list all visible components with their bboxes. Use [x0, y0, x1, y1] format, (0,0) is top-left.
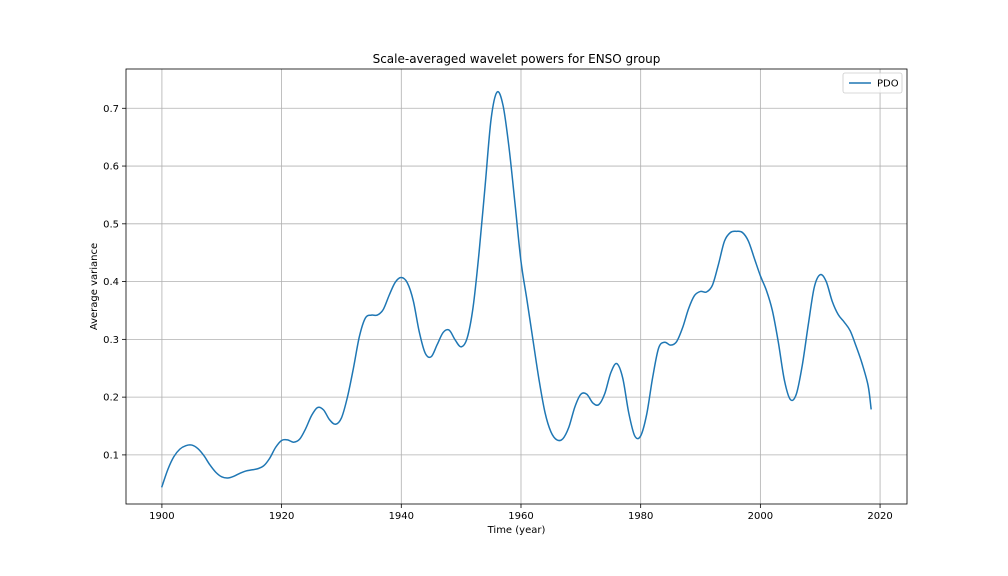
x-tick-label: 1920: [269, 511, 294, 522]
x-axis-ticks: 1900 1920 1940 1960 1980 2000 2020: [149, 504, 893, 522]
series-line-pdo: [160, 90, 872, 488]
y-tick-label: 0.1: [103, 450, 119, 461]
y-tick-label: 0.7: [103, 104, 119, 115]
y-axis-ticks: 0.1 0.2 0.3 0.4 0.5 0.6 0.7: [103, 104, 126, 461]
series-layer: [160, 90, 872, 488]
x-tick-label: 1900: [149, 511, 174, 522]
chart-title: Scale-averaged wavelet powers for ENSO g…: [373, 52, 661, 66]
legend: PDO: [842, 72, 903, 94]
x-tick-label: 2020: [867, 511, 892, 522]
grid-lines: [126, 69, 907, 504]
y-tick-label: 0.2: [103, 393, 119, 404]
y-tick-label: 0.6: [103, 162, 119, 173]
x-tick-label: 1980: [628, 511, 653, 522]
legend-label-pdo: PDO: [877, 79, 899, 90]
x-axis-label: Time (year): [487, 525, 546, 536]
x-tick-label: 1940: [389, 511, 414, 522]
legend-box: [842, 72, 903, 94]
plot-area-frame: [125, 68, 908, 505]
y-axis-label: Average variance: [89, 243, 100, 330]
x-tick-label: 1960: [508, 511, 533, 522]
x-tick-label: 2000: [748, 511, 773, 522]
y-tick-label: 0.4: [103, 277, 119, 288]
y-tick-label: 0.5: [103, 219, 119, 230]
y-tick-label: 0.3: [103, 335, 119, 346]
